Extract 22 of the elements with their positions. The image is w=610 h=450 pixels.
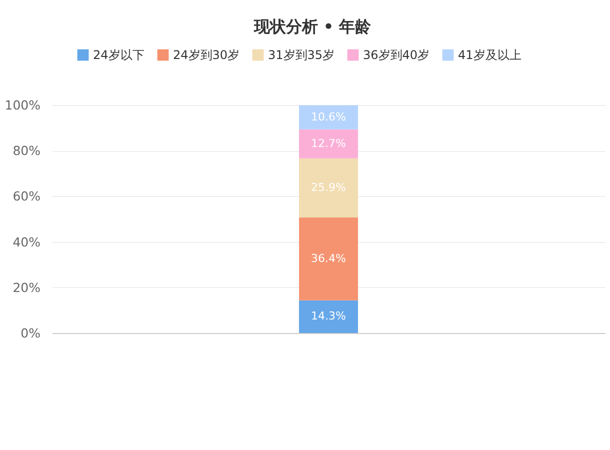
- bar: [299, 300, 358, 333]
- legend-label: 31岁到35岁: [268, 48, 335, 62]
- legend-label: 24岁到30岁: [173, 48, 240, 62]
- data-label: 10.6%: [311, 110, 346, 124]
- data-label: 36.4%: [311, 252, 346, 265]
- bar: [299, 129, 358, 158]
- data-label: 14.3%: [311, 310, 346, 323]
- bar: [299, 105, 358, 130]
- bar: [299, 217, 358, 300]
- legend-label: 36岁到40岁: [363, 48, 430, 62]
- legend-label: 41岁及以上: [458, 48, 522, 62]
- y-tick-label: 80%: [12, 143, 41, 158]
- y-tick-label: 100%: [4, 98, 41, 112]
- legend-label: 24岁以下: [93, 48, 144, 62]
- y-tick-label: 20%: [12, 280, 41, 295]
- bar: [299, 158, 358, 218]
- y-tick-label: 60%: [12, 188, 41, 204]
- y-tick-label: 0%: [20, 326, 41, 340]
- data-label: 25.9%: [311, 180, 346, 194]
- chart-title: 现状分析 • 年龄: [252, 17, 372, 36]
- y-tick-label: 40%: [12, 234, 41, 250]
- data-label: 12.7%: [311, 136, 346, 150]
